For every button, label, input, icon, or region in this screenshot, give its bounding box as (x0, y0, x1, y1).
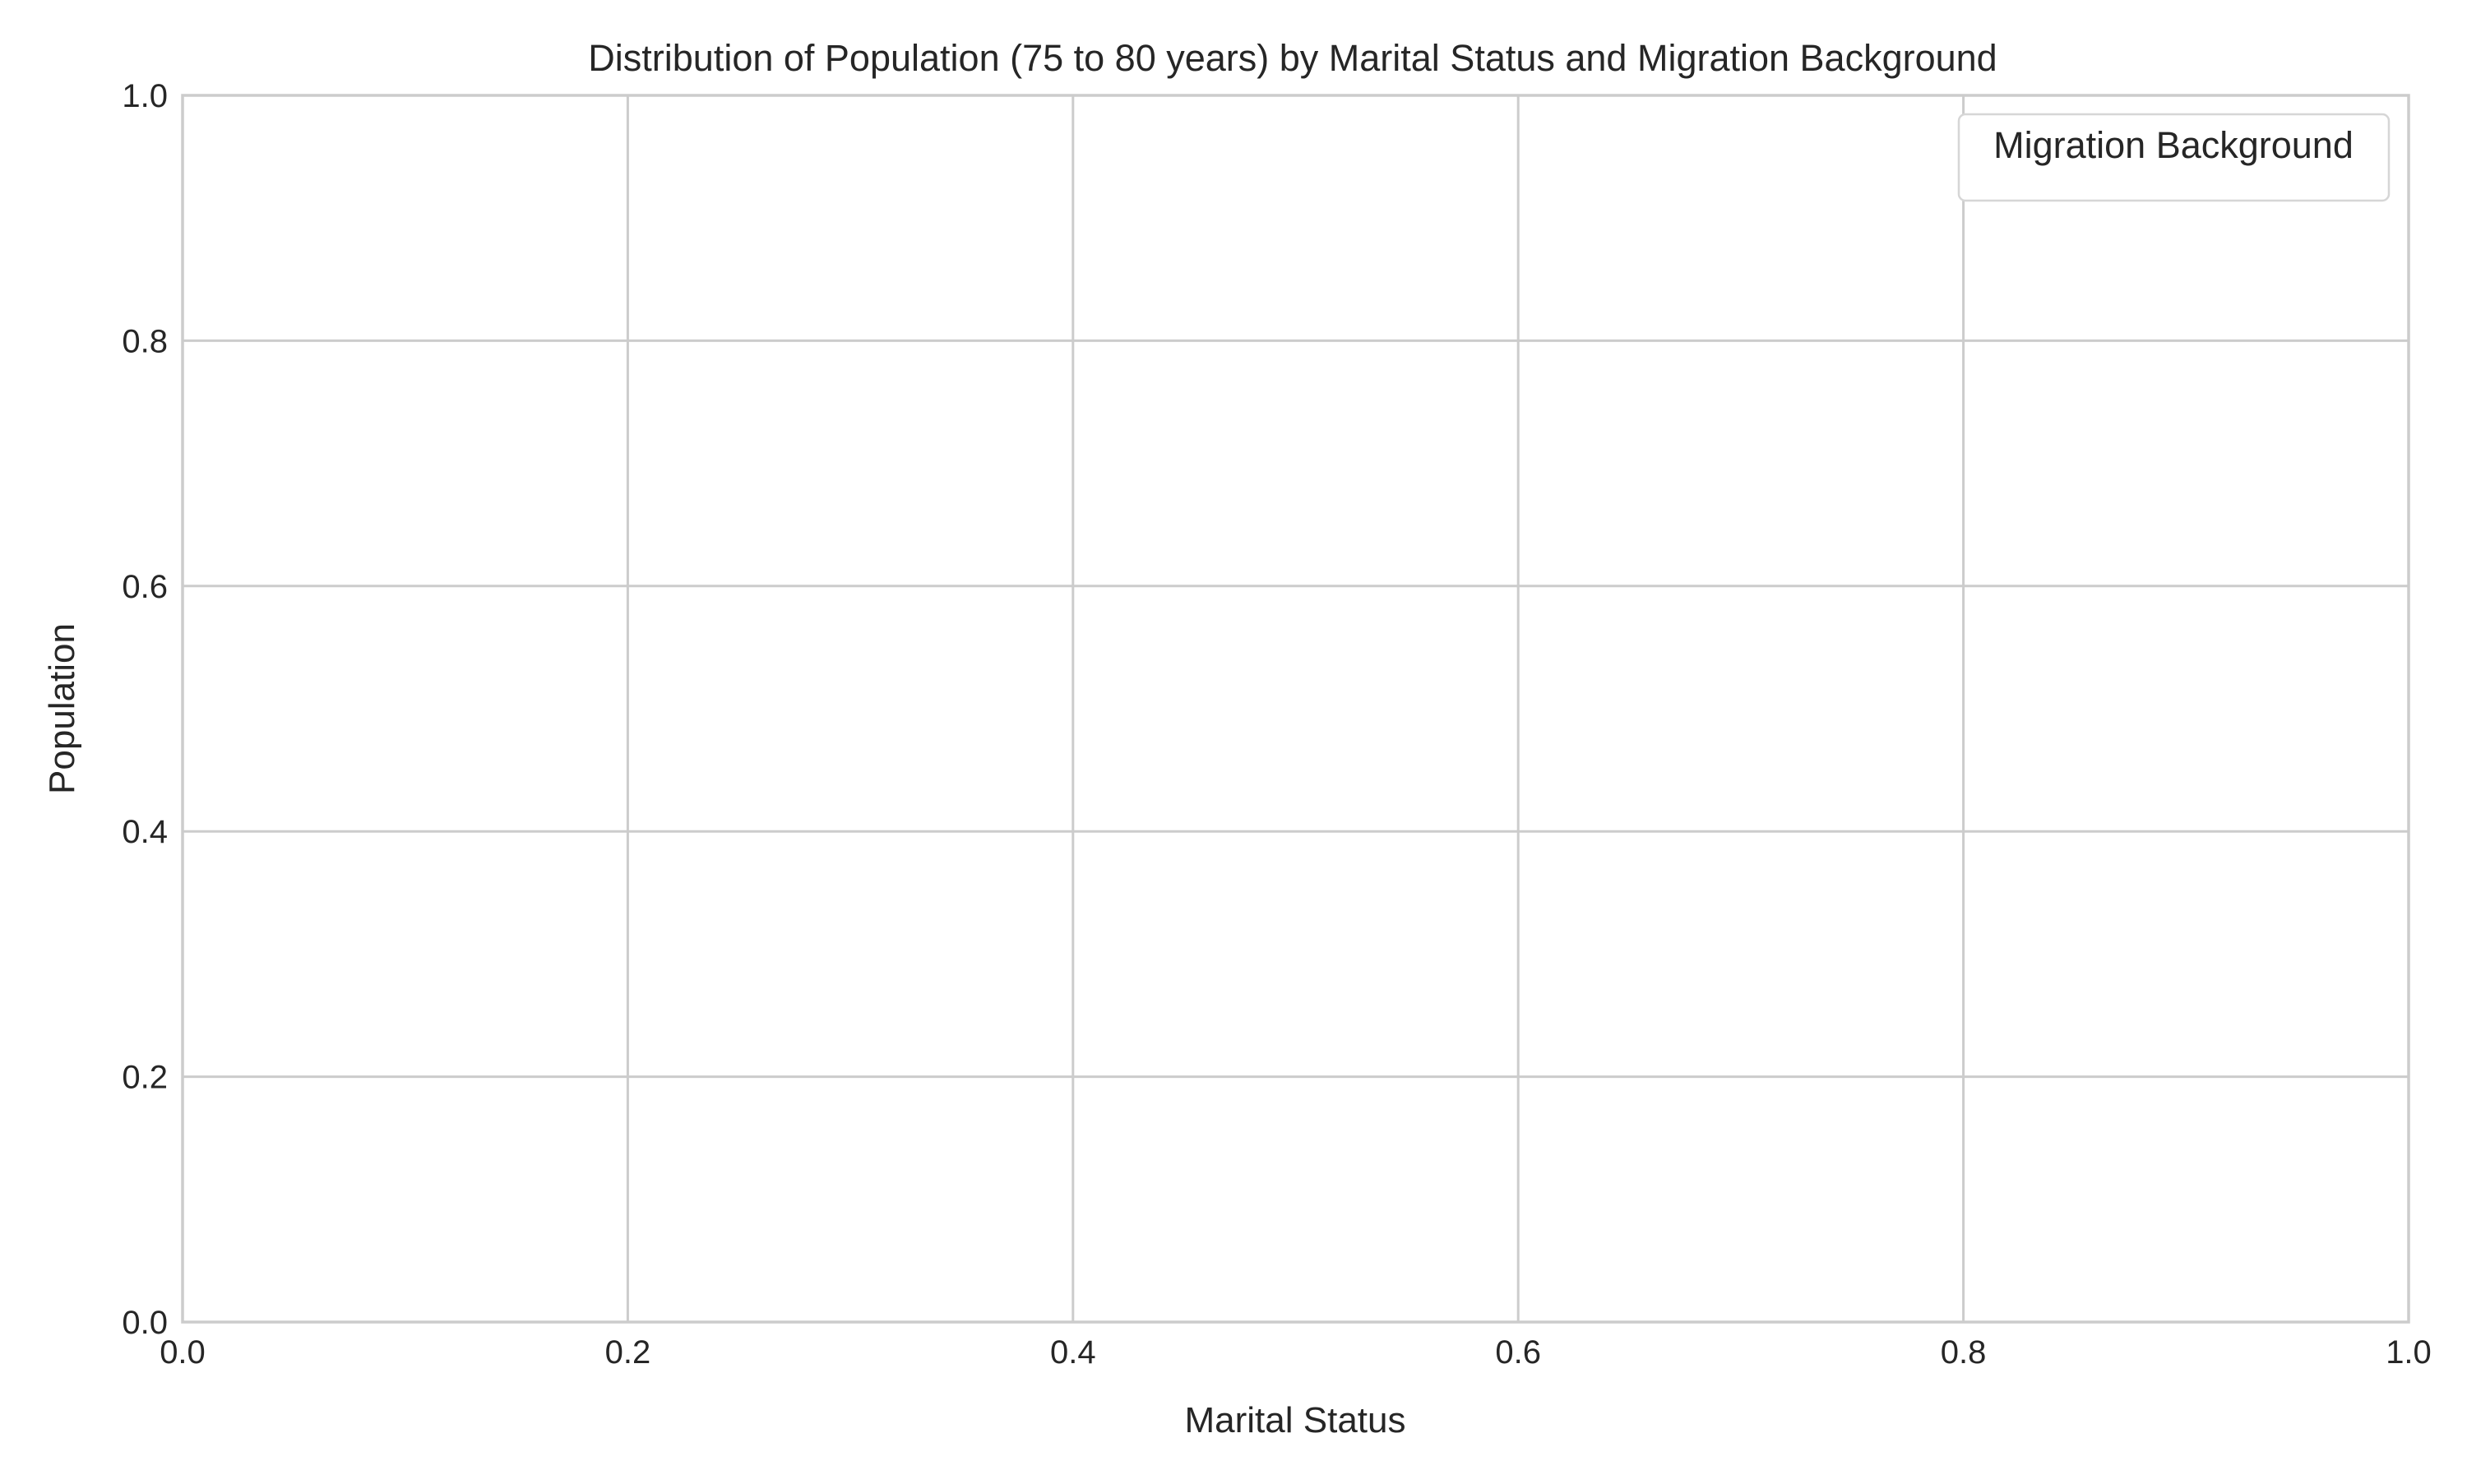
y-tick-label: 0.0 (122, 1305, 168, 1341)
y-tick-label: 0.4 (122, 814, 168, 850)
chart-title: Distribution of Population (75 to 80 yea… (588, 37, 1997, 79)
x-axis-ticks: 0.0 0.2 0.4 0.6 0.8 1.0 (160, 1334, 2432, 1371)
x-tick-label: 0.2 (605, 1334, 651, 1371)
y-tick-label: 0.8 (122, 323, 168, 359)
x-tick-label: 0.4 (1050, 1334, 1096, 1371)
legend: Migration Background (1957, 113, 2391, 202)
y-axis-label: Population (42, 623, 82, 794)
x-tick-label: 0.8 (1941, 1334, 1987, 1371)
x-tick-label: 0.0 (160, 1334, 206, 1371)
y-tick-label: 0.2 (122, 1060, 168, 1096)
legend-box (1957, 113, 2391, 202)
legend-title: Migration Background (1993, 124, 2354, 166)
y-tick-label: 1.0 (122, 78, 168, 114)
x-tick-label: 0.6 (1495, 1334, 1541, 1371)
y-axis-ticks: 0.0 0.2 0.4 0.6 0.8 1.0 (122, 78, 168, 1341)
plot-area-frame (181, 94, 2410, 1324)
grid-lines (181, 94, 2410, 1324)
x-tick-label: 1.0 (2386, 1334, 2432, 1371)
x-axis-label: Marital Status (1185, 1400, 1406, 1440)
y-tick-label: 0.6 (122, 569, 168, 605)
